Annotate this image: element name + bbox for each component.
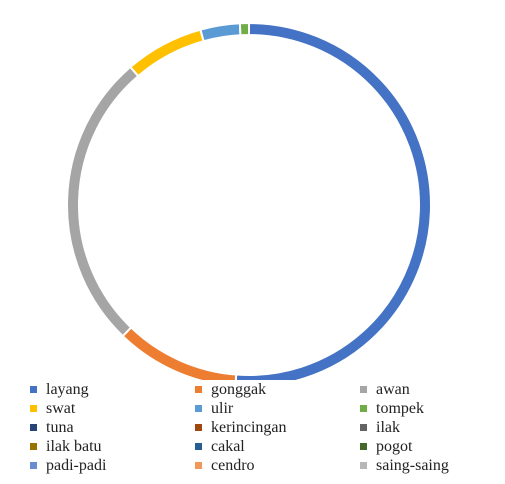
donut-chart [66,21,432,380]
legend-item-saing-saing: saing-saing [360,456,449,475]
legend-item-ulir: ulir [195,399,233,418]
slice-gonggak [121,326,238,380]
legend-label: cakal [211,437,245,455]
legend-item-padi-padi: padi-padi [30,456,106,475]
legend-item-awan: awan [360,380,410,399]
legend-item-kerincingan: kerincingan [195,418,287,437]
legend-item-ilak-batu: ilak batu [30,437,102,456]
legend-swatch [360,405,367,412]
legend-swatch [30,424,37,431]
legend-item-layang: layang [30,380,89,399]
slice-tompek [238,21,250,37]
legend-swatch [195,462,202,469]
legend-label: swat [46,399,76,417]
legend-item-gonggak: gonggak [195,380,266,399]
legend-swatch [360,386,367,393]
legend-label: saing-saing [376,456,449,474]
legend-swatch [195,405,202,412]
legend-swatch [30,386,37,393]
legend-swatch [360,462,367,469]
legend-swatch [30,405,37,412]
legend-swatch [195,386,202,393]
legend-label: padi-padi [46,456,107,474]
legend-item-cakal: cakal [195,437,245,456]
slice-swat [128,28,205,78]
legend-item-ilak: ilak [360,418,400,437]
legend-label: ilak batu [46,437,102,455]
legend-label: cendro [211,456,255,474]
legend-label: ilak [376,418,400,436]
legend-label: awan [376,380,410,398]
slice-ulir [199,22,242,43]
legend-item-cendro: cendro [195,456,255,475]
legend-swatch [195,443,202,450]
legend-item-tompek: tompek [360,399,424,418]
slice-layang [234,21,432,380]
legend-label: pogot [376,437,413,455]
legend-swatch [30,443,37,450]
legend-swatch [360,443,367,450]
legend-swatch [195,424,202,431]
legend-swatch [30,462,37,469]
legend-label: tuna [46,418,74,436]
legend-item-tuna: tuna [30,418,74,437]
legend-item-swat: swat [30,399,75,418]
slice-awan [66,65,140,338]
legend-label: tompek [376,399,424,417]
legend-label: layang [46,380,89,398]
legend-label: kerincingan [211,418,287,436]
legend-item-pogot: pogot [360,437,412,456]
legend-swatch [360,424,367,431]
legend-label: ulir [211,399,234,417]
legend-label: gonggak [211,380,267,398]
